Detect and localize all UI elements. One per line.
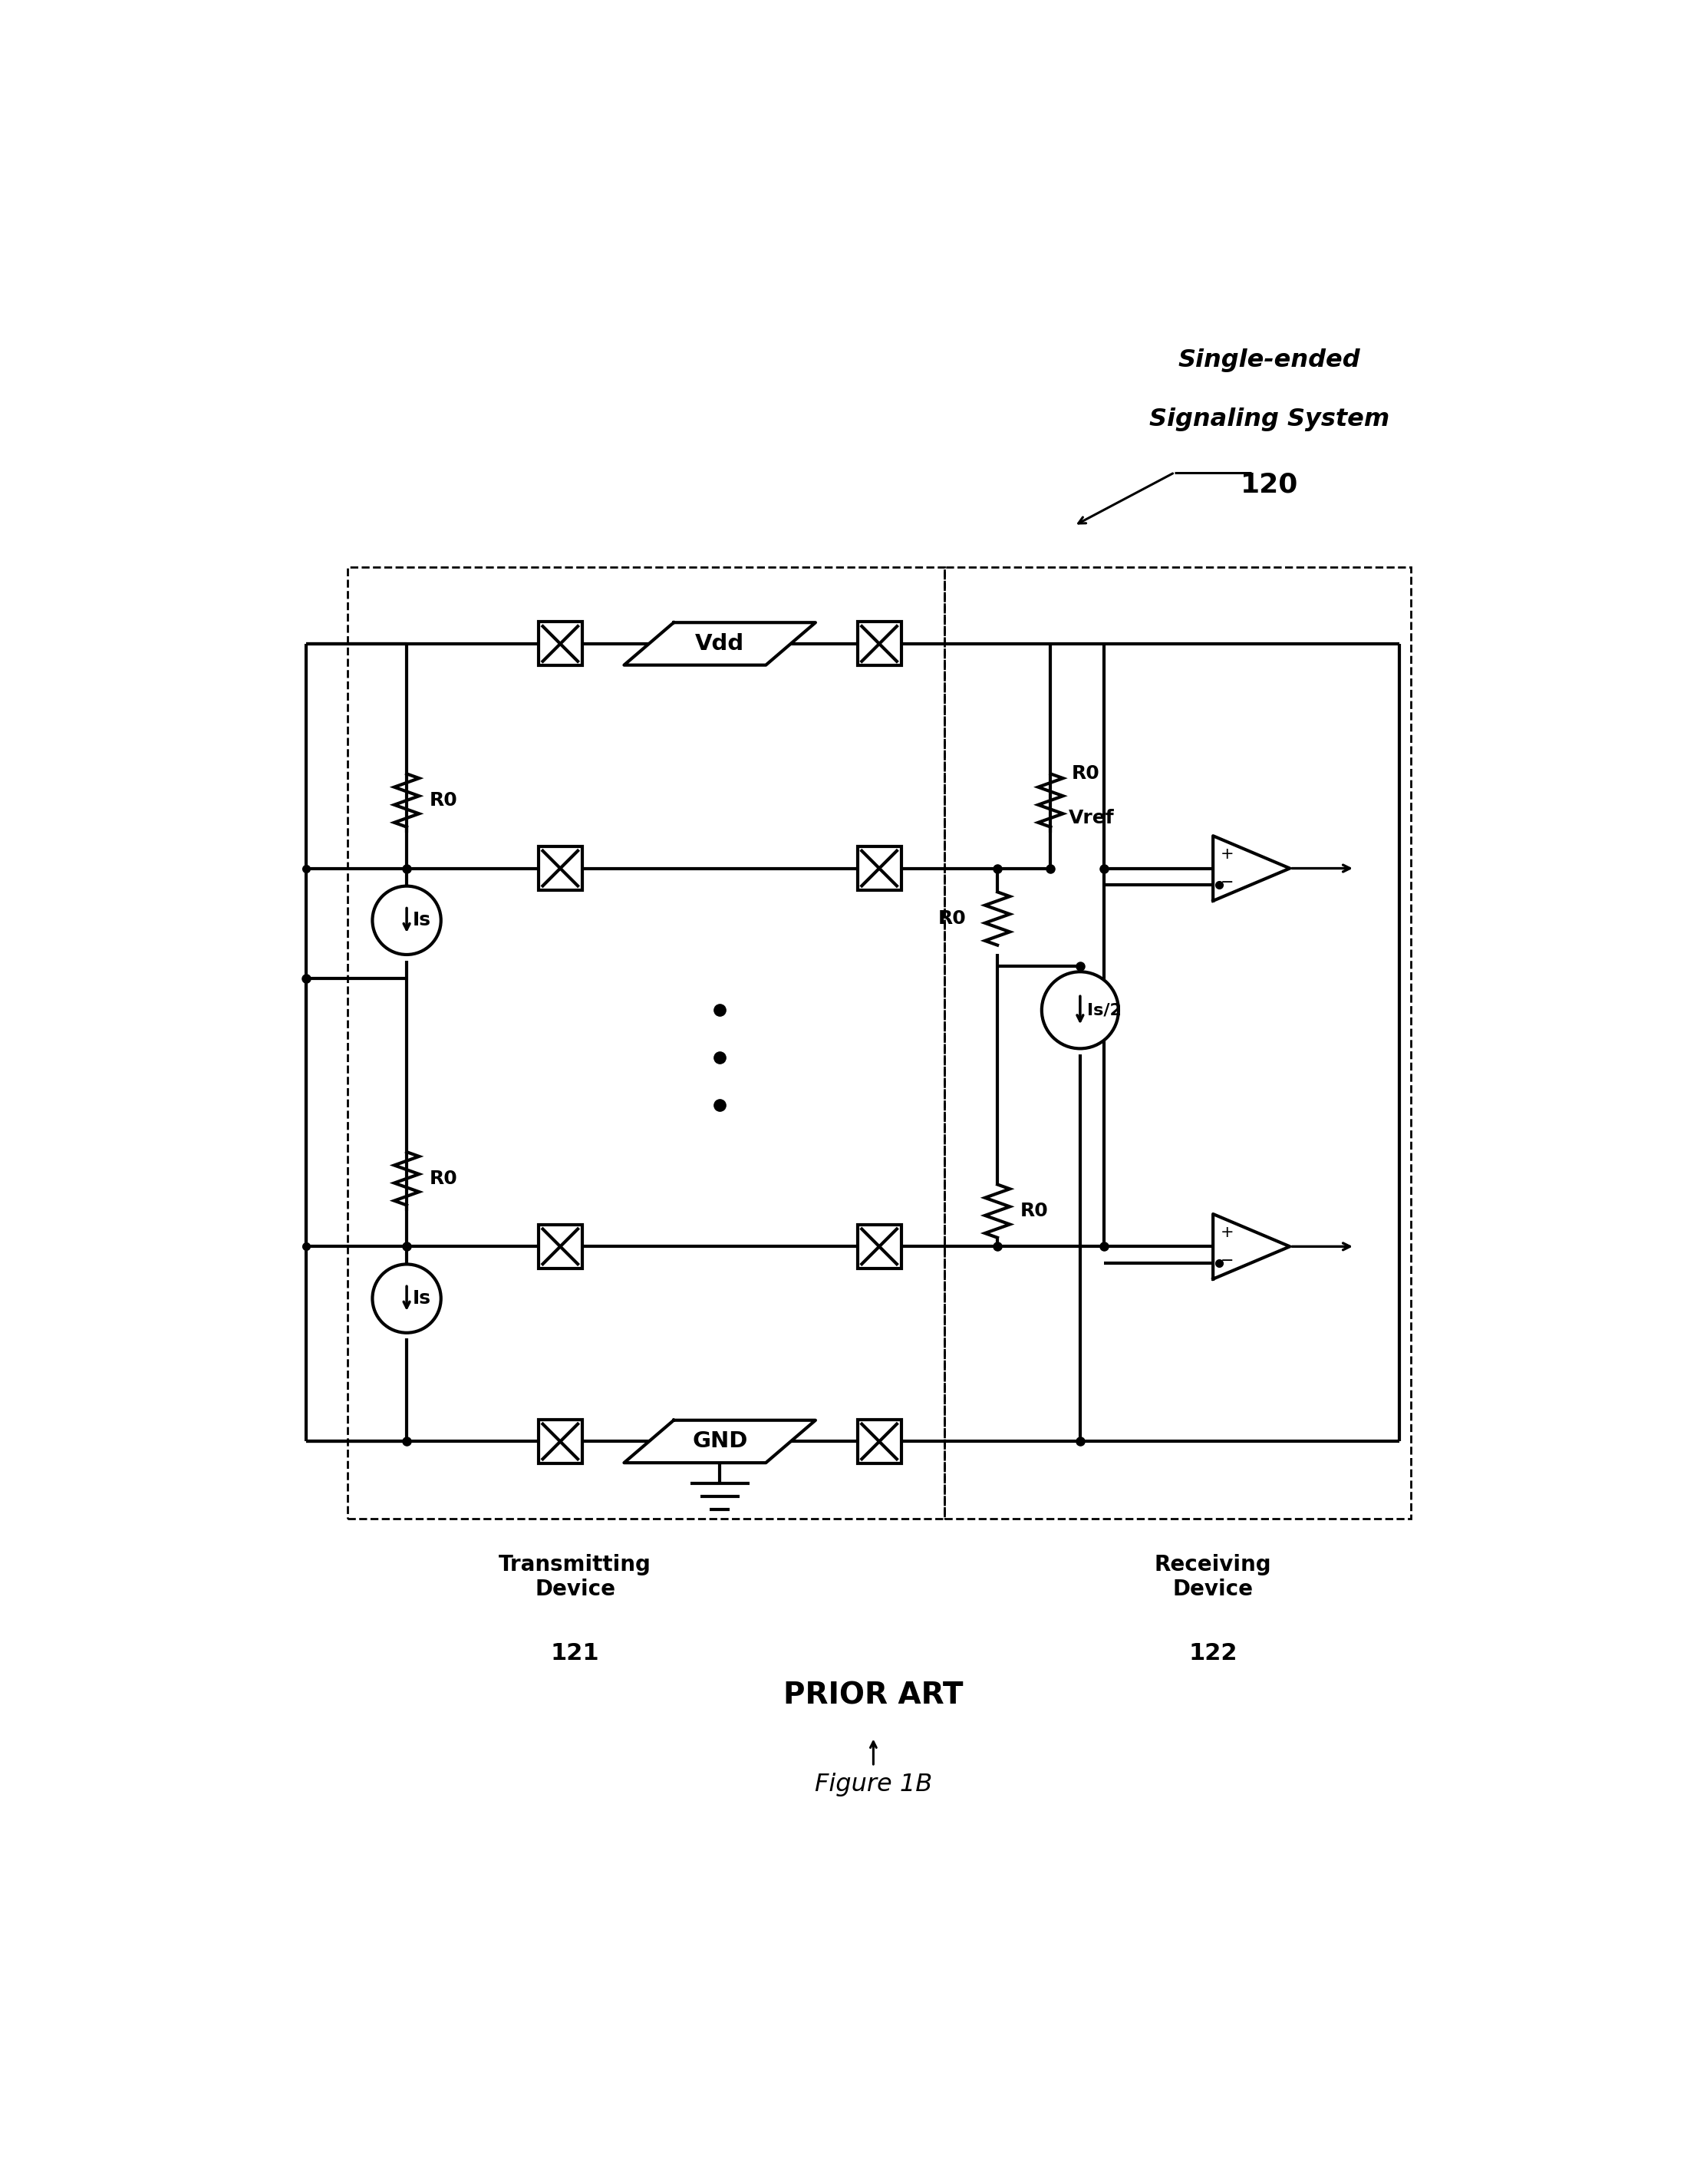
Bar [538,847,582,891]
Bar [857,847,901,891]
Polygon shape [625,1420,816,1463]
Text: Receiving
Device: Receiving Device [1154,1553,1272,1601]
Text: 120: 120 [1241,472,1297,498]
Bar [857,622,901,666]
Bar [348,568,944,1518]
Bar [538,1225,582,1269]
Text: 121: 121 [551,1642,599,1664]
Text: R0: R0 [1019,1201,1048,1221]
Text: Figure 1B: Figure 1B [814,1773,932,1795]
Bar [538,622,582,666]
Text: Is: Is [413,1289,432,1308]
Text: Is: Is [413,911,432,930]
Text: R0: R0 [428,1168,457,1188]
Text: Signaling System: Signaling System [1149,408,1389,430]
Text: −: − [1221,876,1234,891]
Bar [857,1225,901,1269]
Circle shape [372,887,440,954]
Circle shape [372,1265,440,1332]
Bar [538,1420,582,1463]
Bar [857,1420,901,1463]
Text: Single-ended: Single-ended [1178,347,1360,371]
Text: PRIOR ART: PRIOR ART [784,1682,963,1710]
Polygon shape [625,622,816,666]
Text: R0: R0 [428,791,457,810]
Circle shape [1041,972,1118,1048]
Text: 122: 122 [1188,1642,1238,1664]
Text: Vref: Vref [1069,808,1115,828]
Text: Is/2: Is/2 [1087,1002,1121,1018]
Polygon shape [1214,1214,1290,1280]
Text: +: + [1221,847,1234,863]
Text: Transmitting
Device: Transmitting Device [498,1553,652,1601]
Text: +: + [1221,1225,1234,1241]
Bar [944,568,1412,1518]
Polygon shape [1214,836,1290,900]
Text: −: − [1221,1254,1234,1269]
Text: GND: GND [691,1431,748,1452]
Text: Vdd: Vdd [695,633,744,655]
Text: R0: R0 [939,909,966,928]
Text: R0: R0 [1072,764,1099,784]
